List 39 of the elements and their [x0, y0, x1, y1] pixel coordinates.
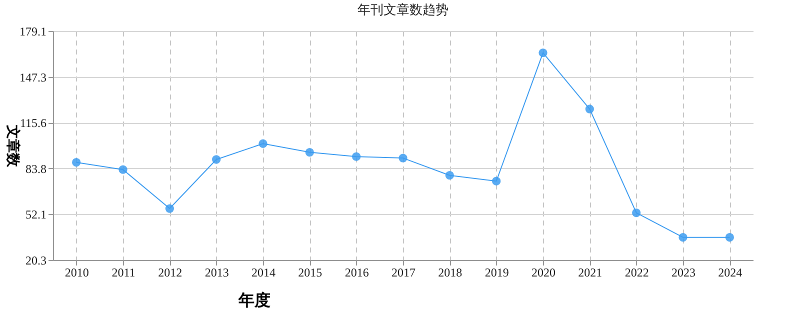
point — [352, 152, 361, 161]
point — [258, 139, 268, 148]
x-tick-label: 2022 — [624, 266, 649, 280]
point — [632, 208, 641, 218]
point — [165, 204, 174, 213]
x-tick-label: 2012 — [158, 266, 182, 280]
y-tick-label: 115.6 — [20, 116, 46, 130]
point — [538, 48, 548, 58]
point — [492, 176, 501, 186]
y-tick-label: 147.3 — [20, 70, 46, 84]
x-tick-label: 2013 — [204, 266, 229, 280]
point — [398, 154, 408, 162]
x-tick-label: 2020 — [532, 266, 556, 280]
y-tick-label: 20.3 — [26, 254, 46, 268]
x-tick-label: 2010 — [64, 266, 89, 280]
x-tick-label: 2015 — [298, 266, 322, 280]
x-tick-label: 2024 — [718, 266, 742, 280]
x-tick-label: 2011 — [112, 266, 136, 280]
point — [305, 148, 314, 157]
y-tick-label: 179.1 — [20, 24, 46, 38]
y-tick-label: 52.1 — [26, 208, 46, 222]
point — [212, 155, 221, 164]
x-tick-label: 2023 — [672, 266, 696, 280]
point — [118, 165, 128, 174]
point — [725, 233, 734, 242]
point — [445, 171, 454, 180]
y-tick-label: 83.8 — [26, 162, 46, 176]
x-tick-label: 2014 — [252, 266, 276, 280]
chart-title: 年刊文章数趋势 — [358, 2, 448, 17]
x-tick-label: 2021 — [578, 266, 602, 280]
point — [678, 233, 688, 242]
x-axis-title: 年度 — [238, 290, 270, 310]
point — [72, 158, 81, 167]
y-axis-title: 文章数 — [4, 124, 22, 168]
point — [585, 104, 594, 114]
x-tick-label: 2019 — [484, 266, 509, 280]
x-tick-label: 2017 — [392, 266, 416, 280]
x-tick-label: 2018 — [438, 266, 462, 280]
x-tick-label: 2016 — [344, 266, 369, 280]
